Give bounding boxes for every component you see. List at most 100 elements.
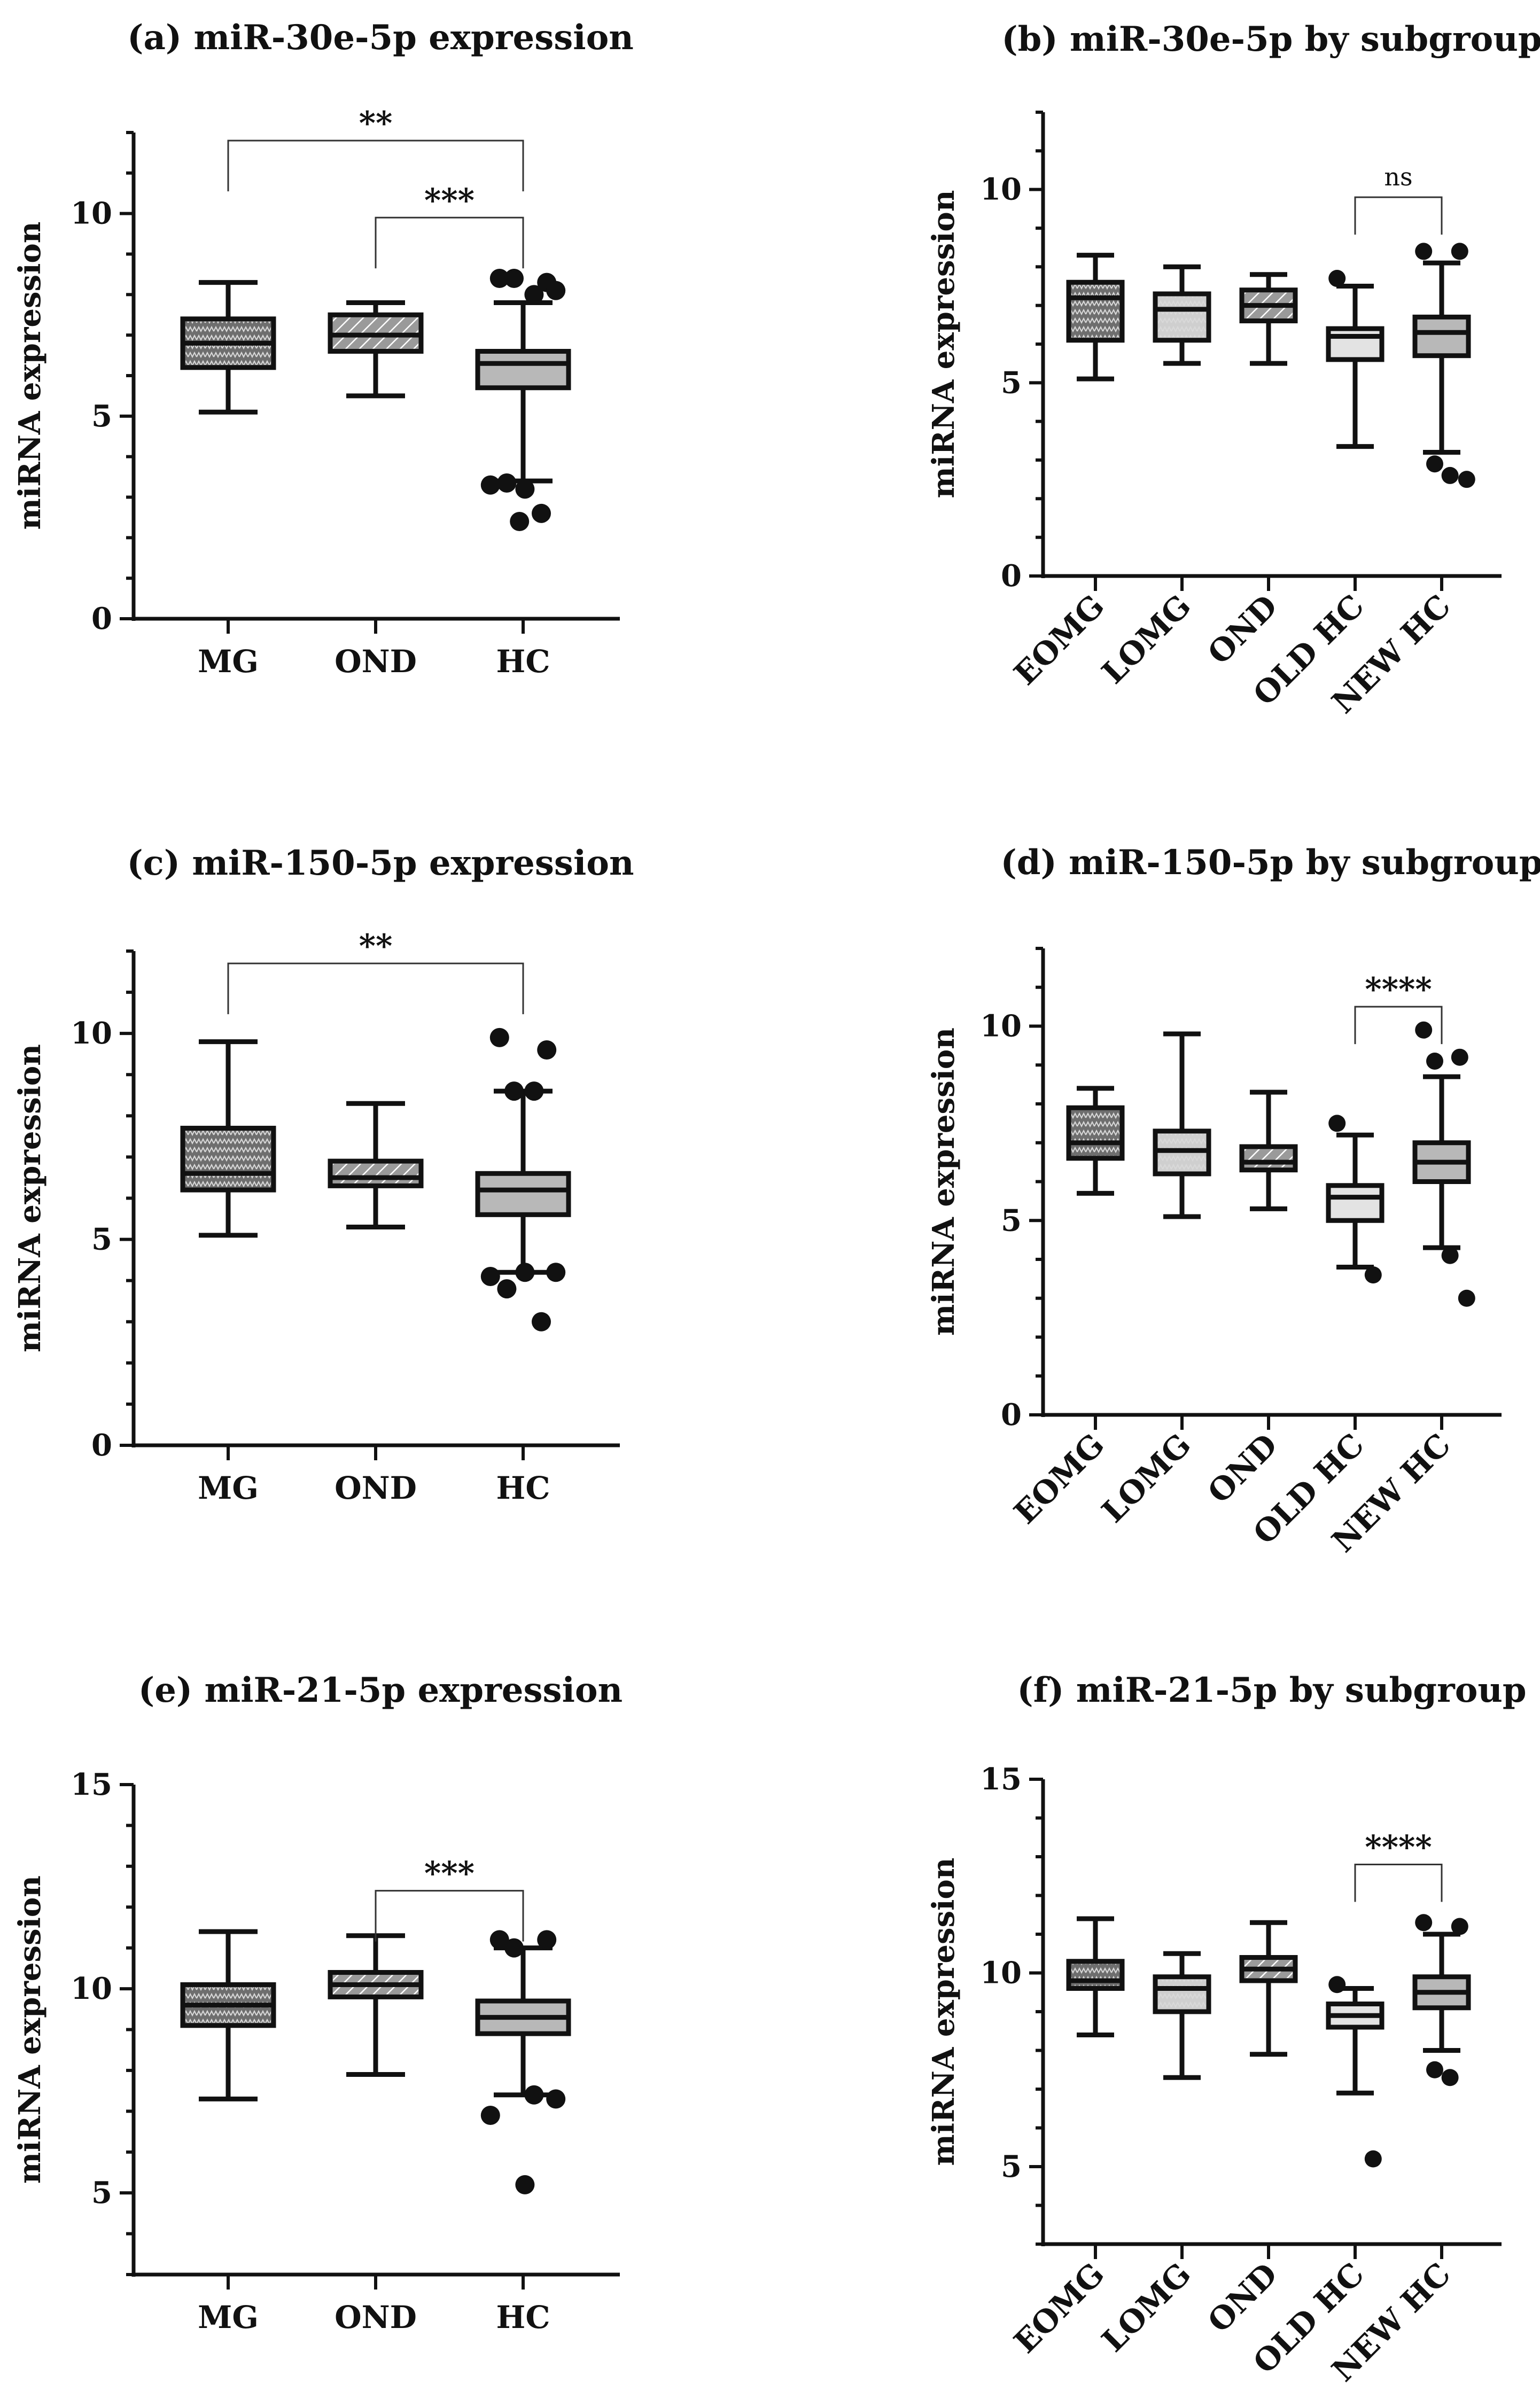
outlier-point: [537, 1040, 557, 1060]
y-tick-label: 10: [71, 1016, 112, 1051]
panel-title: (f) miR-21-5p by subgroup: [1017, 1670, 1526, 1710]
significance-bracket: [227, 139, 524, 192]
significance-bracket: [1354, 1864, 1443, 1902]
outlier-point: [515, 479, 535, 499]
box-pattern: [333, 1164, 418, 1183]
box-lomg: [1153, 1951, 1211, 2080]
y-axis-label: miRNA expression: [926, 190, 961, 499]
significance-bracket: [227, 962, 524, 1015]
y-tick-label: 10: [980, 1009, 1022, 1044]
panel-title: (c) miR-150-5p expression: [127, 843, 634, 883]
panel-title: (a) miR-30e-5p expression: [127, 18, 634, 58]
box-hc: [475, 269, 571, 531]
y-tick-label: 0: [1001, 558, 1022, 594]
panel-a: (a) miR-30e-5p expression miRNA expressio…: [12, 18, 634, 680]
y-tick-label: 5: [1001, 1203, 1022, 1238]
x-category-label: OND: [335, 1470, 417, 1506]
box-mg: [180, 280, 276, 415]
box-mg: [180, 1039, 276, 1238]
outlier-point: [504, 269, 524, 288]
x-category-label: OND: [1201, 2256, 1285, 2340]
significance-bracket: [375, 1890, 524, 1942]
box-hc: [475, 1930, 571, 2194]
box-eomg: [1066, 253, 1125, 381]
y-axis-label: miRNA expression: [12, 1044, 48, 1352]
x-category-label: OND: [1201, 1427, 1285, 1510]
box-new-hc: [1412, 243, 1475, 488]
box-pattern: [1071, 285, 1119, 338]
outlier-point: [497, 1279, 517, 1299]
outlier-point: [497, 473, 517, 493]
box-eomg: [1066, 1916, 1125, 2037]
y-tick-label: 0: [91, 601, 112, 636]
box-hc: [475, 1027, 571, 1332]
x-category-label: MG: [198, 643, 259, 680]
y-tick-label: 5: [1001, 2149, 1022, 2184]
box-pattern: [185, 1131, 271, 1188]
outlier-point: [1328, 1976, 1346, 1994]
outlier-point: [1451, 1918, 1468, 1935]
y-tick-label: 5: [1001, 365, 1022, 400]
outlier-point: [1426, 2061, 1443, 2078]
y-tick-label: 10: [71, 196, 112, 231]
box-old-hc: [1326, 1976, 1385, 2168]
box-ond: [1239, 1089, 1298, 1211]
outlier-point: [532, 1312, 551, 1332]
box-pattern: [1158, 1979, 1206, 2009]
y-tick-label: 5: [91, 399, 112, 434]
outlier-point: [489, 269, 509, 288]
x-category-label: MG: [198, 2299, 259, 2335]
panel-d: (d) miR-150-5p by subgroup miRNA expressi…: [926, 843, 1540, 1559]
y-tick-label: 10: [980, 1956, 1022, 1991]
outlier-point: [1364, 1266, 1382, 1284]
outlier-point: [546, 281, 566, 300]
y-tick-label: 0: [91, 1428, 112, 1463]
box-eomg: [1066, 1086, 1125, 1196]
panel-b: (b) miR-30e-5p by subgroup miRNA expressi…: [926, 19, 1540, 720]
significance-label: ***: [424, 1855, 475, 1893]
panel-title: (b) miR-30e-5p by subgroup: [1001, 19, 1540, 59]
x-category-label: MG: [198, 1470, 259, 1506]
significance-label: **: [359, 105, 393, 142]
outlier-point: [489, 1027, 509, 1047]
outlier-point: [1364, 2150, 1382, 2168]
box-new-hc: [1412, 1914, 1471, 2086]
outlier-point: [1328, 270, 1346, 287]
y-axis-label: miRNA expression: [12, 222, 48, 530]
box-lomg: [1153, 264, 1211, 366]
significance-label: **: [359, 928, 393, 965]
x-category-label: OND: [335, 643, 417, 680]
outlier-point: [504, 1938, 524, 1958]
x-category-label: OND: [335, 2299, 417, 2335]
box-pattern: [1071, 1110, 1119, 1156]
x-category-label: EOMG: [1007, 1427, 1111, 1531]
outlier-point: [1415, 1021, 1433, 1039]
outlier-point: [1451, 243, 1468, 260]
box-old-hc: [1326, 1115, 1385, 1284]
significance-label: ****: [1365, 1829, 1432, 1866]
box-new-hc: [1412, 1021, 1475, 1307]
box-body: [1326, 1183, 1385, 1223]
outlier-point: [1451, 1048, 1468, 1066]
panel-e: (e) miR-21-5p expression miRNA expression…: [12, 1670, 623, 2335]
x-category-label: HC: [496, 2299, 550, 2335]
outlier-point: [504, 1081, 524, 1101]
outlier-point: [1458, 1289, 1475, 1307]
box-body: [475, 1171, 571, 1217]
box-old-hc: [1326, 270, 1385, 449]
x-category-label: EOMG: [1007, 2256, 1111, 2360]
outlier-point: [480, 475, 500, 495]
outlier-point: [510, 512, 530, 531]
x-category-label: LOMG: [1095, 588, 1198, 691]
outlier-point: [532, 503, 551, 523]
outlier-point: [515, 2175, 535, 2194]
outlier-point: [524, 2085, 544, 2105]
outlier-point: [489, 1930, 509, 1950]
box-ond: [328, 1933, 424, 2077]
box-pattern: [1158, 296, 1206, 338]
outlier-point: [515, 1263, 535, 1282]
outlier-point: [524, 285, 544, 305]
box-ond: [328, 300, 424, 399]
